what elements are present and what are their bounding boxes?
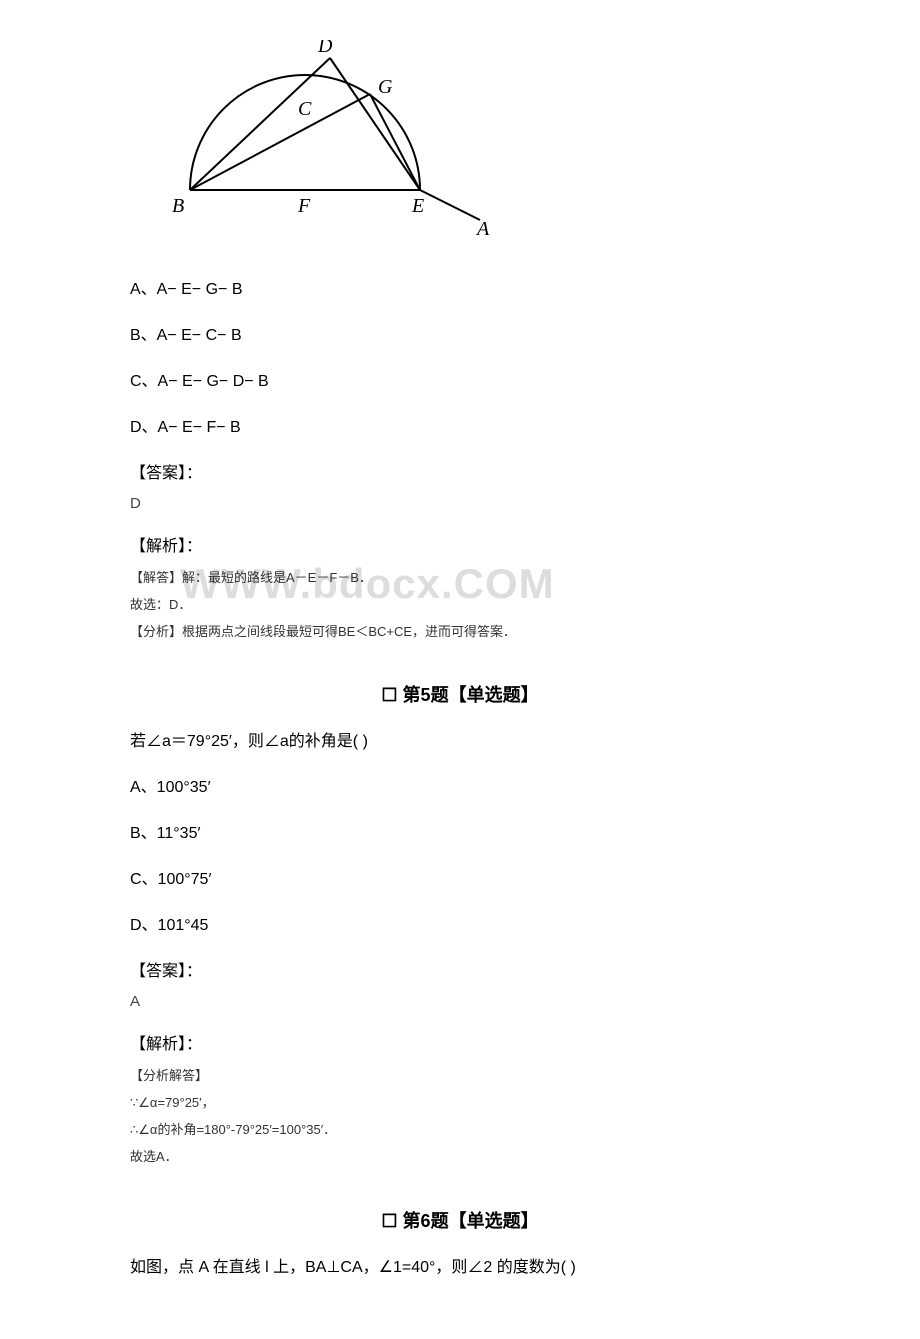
svg-text:A: A <box>475 218 490 240</box>
q4-analysis-label: 【解析】： <box>130 532 790 556</box>
q4-option-a: A、A− E− G− B <box>130 275 790 299</box>
svg-text:C: C <box>298 98 312 120</box>
svg-text:E: E <box>411 195 424 217</box>
svg-text:G: G <box>378 76 393 98</box>
q4-analysis-line-0: 【解答】解：最短的路线是A－E－F－B． <box>130 568 790 589</box>
q5-analysis-line-0: 【分析解答】 <box>130 1066 790 1087</box>
svg-text:D: D <box>317 40 333 57</box>
q4-diagram: D G C B F E A <box>170 40 790 245</box>
q5-title: ☐ 第5题【单选题】 <box>130 681 790 707</box>
q5-answer-label: 【答案】： <box>130 957 790 981</box>
svg-text:B: B <box>172 195 184 217</box>
q5-question: 若∠a＝79°25′，则∠a的补角是( ) <box>130 727 790 751</box>
q4-analysis-line-1: 故选：D． <box>130 595 790 616</box>
q5-option-a: A、100°35′ <box>130 773 790 797</box>
q4-option-d: D、A− E− F− B <box>130 413 790 437</box>
q4-option-c: C、A− E− G− D− B <box>130 367 790 391</box>
q5-analysis-label: 【解析】： <box>130 1030 790 1054</box>
q4-analysis-line-2: 【分析】根据两点之间线段最短可得BE＜BC+CE，进而可得答案． <box>130 622 790 643</box>
q5-analysis-line-3: 故选A． <box>130 1147 790 1168</box>
q4-answer-value: D <box>130 495 790 512</box>
q6-question: 如图，点 A 在直线 l 上，BA⊥CA，∠1=40°，则∠2 的度数为( ) <box>130 1253 790 1277</box>
q6-title: ☐ 第6题【单选题】 <box>130 1207 790 1233</box>
q5-analysis-line-1: ∵∠α=79°25′， <box>130 1093 790 1114</box>
q5-option-d: D、101°45 <box>130 911 790 935</box>
q5-option-b: B、11°35′ <box>130 819 790 843</box>
q5-analysis-line-2: ∴∠α的补角=180°-79°25′=100°35′． <box>130 1120 790 1141</box>
q4-option-b: B、A− E− C− B <box>130 321 790 345</box>
svg-text:F: F <box>297 195 311 217</box>
q4-answer-label: 【答案】： <box>130 459 790 483</box>
q5-option-c: C、100°75′ <box>130 865 790 889</box>
q5-answer-value: A <box>130 993 790 1010</box>
